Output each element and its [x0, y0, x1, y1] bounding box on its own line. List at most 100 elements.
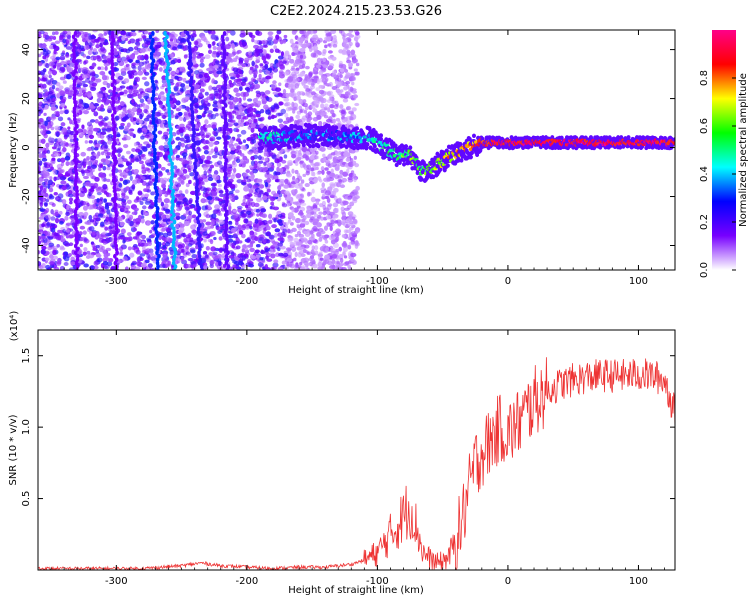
heatmap-cell: [198, 105, 204, 110]
heatmap-cell: [83, 60, 87, 65]
heatmap-cell: [341, 118, 347, 124]
heatmap-cell: [54, 125, 61, 130]
heatmap-cell: [118, 252, 124, 256]
heatmap-cell: [349, 116, 354, 121]
heatmap-cell: [169, 53, 174, 59]
heatmap-cell: [184, 206, 190, 211]
heatmap-cell: [188, 199, 193, 205]
heatmap-cell: [42, 55, 47, 60]
heatmap-cell: [38, 160, 43, 166]
heatmap-cell: [334, 220, 339, 224]
heatmap-cell: [59, 237, 66, 243]
heatmap-cell: [162, 232, 169, 238]
heatmap-cell: [96, 151, 101, 157]
heatmap-cell: [176, 38, 180, 44]
heatmap-cell: [214, 146, 219, 152]
heatmap-cell: [349, 75, 355, 82]
heatmap-cell: [203, 187, 208, 192]
heatmap-cell: [270, 253, 276, 259]
heatmap-cell: [255, 113, 261, 118]
heatmap-cell: [347, 264, 351, 269]
heatmap-cell: [276, 166, 280, 172]
heatmap-cell: [345, 72, 351, 78]
heatmap-cell: [332, 202, 339, 208]
heatmap-cell: [332, 44, 338, 48]
heatmap-cell: [241, 41, 247, 47]
heatmap-cell: [170, 70, 177, 77]
heatmap-cell: [64, 155, 71, 161]
heatmap-cell: [348, 62, 354, 68]
heatmap-cell: [335, 207, 339, 213]
heatmap-cell: [102, 165, 107, 171]
heatmap-cell: [210, 224, 215, 229]
heatmap-cell: [179, 87, 184, 92]
heatmap-cell: [326, 91, 332, 96]
heatmap-cell: [175, 215, 181, 221]
heatmap-cell: [147, 241, 153, 246]
heatmap-cell: [126, 232, 132, 237]
heatmap-cell: [82, 251, 87, 256]
heatmap-cell: [296, 230, 302, 236]
heatmap-cell: [205, 140, 210, 145]
heatmap-cell: [291, 168, 295, 174]
heatmap-cell: [46, 231, 51, 236]
heatmap-cell: [332, 70, 337, 75]
heatmap-cell: [184, 189, 189, 194]
heatmap-cell: [101, 172, 107, 178]
heatmap-cell: [315, 64, 322, 69]
heatmap-cell: [241, 264, 246, 269]
heatmap-cell: [161, 120, 166, 124]
heatmap-cell: [182, 168, 188, 174]
heatmap-cell: [303, 244, 310, 249]
heatmap-cell: [271, 154, 278, 160]
heatmap-cell: [121, 155, 125, 160]
heatmap-cell: [284, 178, 289, 185]
heatmap-cell: [341, 211, 346, 218]
heatmap-cell: [253, 44, 260, 49]
heatmap-cell: [143, 104, 149, 110]
heatmap-cell: [271, 265, 278, 270]
heatmap-cell: [62, 255, 67, 260]
heatmap-cell: [146, 87, 153, 92]
heatmap-cell: [234, 240, 240, 245]
heatmap-cell: [102, 80, 108, 86]
heatmap-cell: [210, 31, 216, 35]
heatmap-cell: [51, 31, 56, 36]
heatmap-cell: [130, 153, 134, 159]
heatmap-cell: [310, 196, 317, 203]
heatmap-cell: [118, 182, 123, 188]
heatmap-cell: [232, 260, 238, 264]
heatmap-cell: [280, 183, 284, 187]
heatmap-cell: [240, 129, 247, 135]
heatmap-cell: [345, 80, 351, 85]
heatmap-cell: [255, 30, 260, 36]
heatmap-cell: [55, 82, 61, 87]
heatmap-cell: [211, 79, 216, 84]
heatmap-cell: [104, 202, 109, 207]
heatmap-cell: [136, 256, 141, 262]
heatmap-cell: [144, 200, 151, 205]
heatmap-cell: [137, 238, 142, 243]
heatmap-cell: [155, 54, 160, 60]
heatmap-cell: [166, 44, 172, 49]
heatmap-cell: [295, 41, 299, 45]
heatmap-cell: [147, 263, 153, 268]
heatmap-cell: [239, 122, 245, 127]
heatmap-cell: [283, 184, 289, 189]
heatmap-cell: [242, 32, 247, 37]
heatmap-cell: [175, 136, 181, 141]
heatmap-cell: [165, 169, 170, 173]
heatmap-cell: [350, 258, 356, 263]
heatmap-cell: [175, 156, 180, 161]
heatmap-cell: [276, 30, 282, 35]
heatmap-cell: [310, 161, 314, 166]
heatmap-cell: [48, 74, 52, 79]
heatmap-cell: [56, 148, 61, 152]
heatmap-cell: [295, 194, 299, 198]
heatmap-cell: [260, 40, 266, 45]
heatmap-cell: [202, 140, 207, 145]
heatmap-cell: [258, 69, 263, 73]
heatmap-cell: [128, 186, 135, 192]
heatmap-cell: [163, 131, 169, 136]
heatmap-cell: [129, 252, 135, 258]
